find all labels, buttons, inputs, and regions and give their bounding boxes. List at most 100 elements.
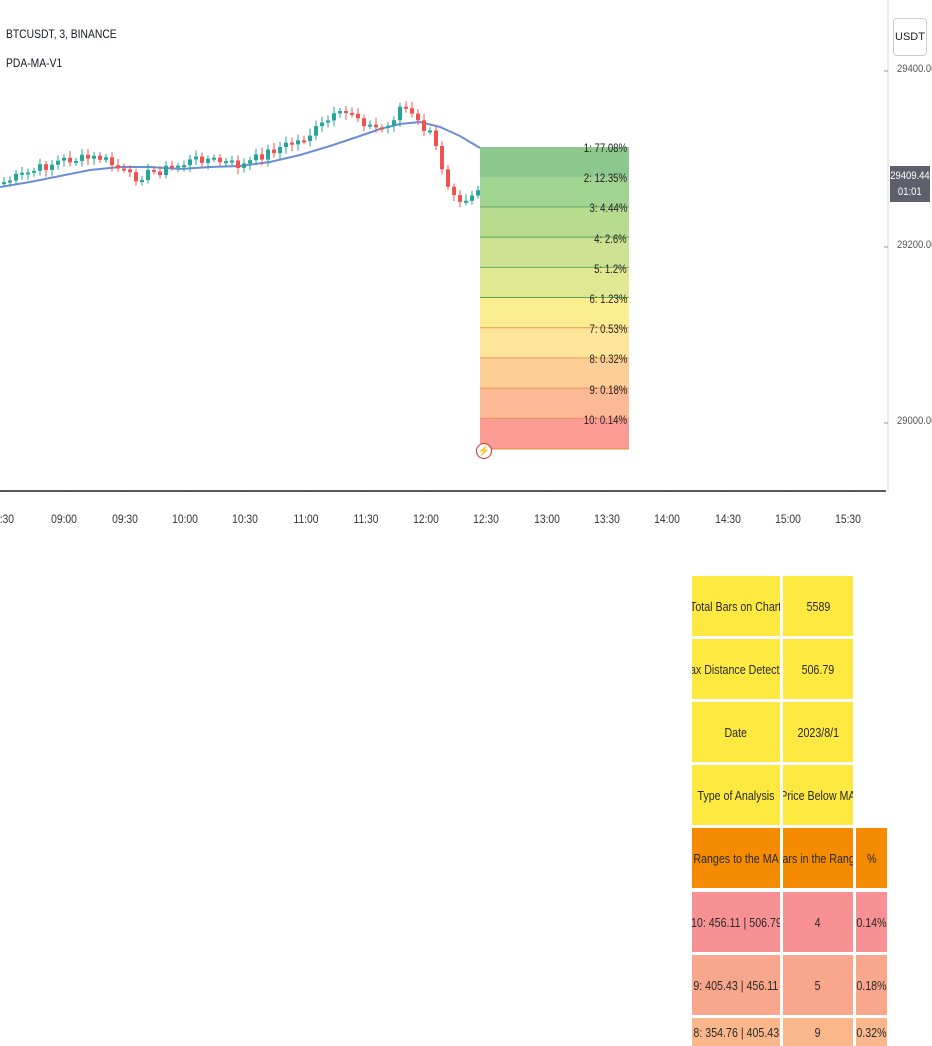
currency-label: USDT <box>895 31 925 43</box>
candle-body <box>476 190 480 196</box>
moving-average-line <box>0 120 481 188</box>
candle-body <box>236 160 240 168</box>
band-label: 9: 0.18% <box>589 382 627 397</box>
candle-body <box>284 142 288 148</box>
distribution-band <box>480 328 629 359</box>
candle-body <box>14 173 18 181</box>
candle-body <box>200 156 204 163</box>
x-axis-label: 11:00 <box>292 512 319 526</box>
info-value-cell: Price Below MA <box>783 765 853 825</box>
x-axis-label: 13:00 <box>533 512 560 526</box>
candle-body <box>122 168 126 171</box>
band-label: 10: 0.14% <box>583 412 627 427</box>
band-label: 7: 0.53% <box>589 322 627 337</box>
candle-body <box>134 172 138 182</box>
info-label-cell-text: Date <box>724 724 748 740</box>
x-axis-label: 8:30 <box>0 512 15 526</box>
band-label: 4: 2.6% <box>594 231 627 246</box>
range-header-cell-text: Ranges to the MA <box>693 850 779 866</box>
info-label-cell-text: Total Bars on Chart <box>692 598 780 614</box>
x-axis-label: 15:30 <box>835 512 862 526</box>
range-pct-cell-text: 0.14% <box>856 914 887 930</box>
range-bars-cell-text: 4 <box>815 914 821 930</box>
info-label-cell-text: Type of Analysis <box>697 787 775 803</box>
distribution-band <box>480 237 629 268</box>
band-label: 5: 1.2% <box>594 261 627 276</box>
distribution-band <box>480 207 629 238</box>
symbol-title[interactable]: BTCUSDT, 3, BINANCE <box>6 27 117 41</box>
candle-body <box>464 200 468 203</box>
candle-body <box>32 170 36 173</box>
candle-body <box>440 145 444 170</box>
info-label-cell: Date <box>692 702 780 762</box>
currency-button[interactable]: USDT <box>893 18 927 56</box>
candle-body <box>296 140 300 145</box>
x-axis-label: 12:30 <box>473 512 500 526</box>
info-label-cell: Total Bars on Chart <box>692 576 780 636</box>
candle-body <box>410 108 414 114</box>
candle-body <box>326 120 330 123</box>
info-label-cell-text: Max Distance Detected <box>692 661 780 677</box>
time-axis-area[interactable] <box>0 492 932 550</box>
y-axis-label: 29400.00 <box>897 63 932 75</box>
candle-body <box>98 155 102 160</box>
candle-body <box>272 149 276 154</box>
distribution-band <box>480 418 629 449</box>
candle-body <box>86 154 90 159</box>
band-label: 6: 1.23% <box>589 292 627 306</box>
candle-body <box>242 163 246 168</box>
distribution-band <box>480 177 629 208</box>
candle-body <box>44 164 48 170</box>
range-header-cell: % <box>856 828 887 888</box>
candle-body <box>50 164 54 170</box>
candle-body <box>404 106 408 109</box>
candle-body <box>80 154 84 161</box>
candle-body <box>470 195 474 201</box>
candle-body <box>356 113 360 119</box>
info-value-cell: 2023/8/1 <box>783 702 853 762</box>
x-axis-label: 09:30 <box>111 512 138 526</box>
candle-body <box>320 122 324 127</box>
candle-body <box>140 180 144 183</box>
candle-body <box>20 172 24 175</box>
candle-body <box>248 160 252 164</box>
candle-body <box>8 180 12 183</box>
info-value-cell: 5589 <box>783 576 853 636</box>
range-header-cell-text: Bars in the Range <box>783 850 853 866</box>
x-axis-label: 15:00 <box>774 512 801 526</box>
candle-body <box>350 112 354 115</box>
candle-body <box>170 165 174 168</box>
candle-body <box>158 171 162 176</box>
candle-body <box>38 164 42 171</box>
x-axis-label: 11:30 <box>353 512 379 526</box>
candle-body <box>380 127 384 130</box>
range-bars-cell-text: 5 <box>815 977 821 993</box>
y-axis-label: 29200.00 <box>897 239 932 251</box>
lightning-icon[interactable]: ⚡ <box>476 443 492 459</box>
price-chart[interactable] <box>0 0 932 550</box>
x-axis-label: 10:30 <box>232 512 259 526</box>
info-label-cell: Max Distance Detected <box>692 639 780 699</box>
indicator-title[interactable]: PDA-MA-V1 <box>6 56 63 70</box>
range-bars-cell: 5 <box>783 955 853 1015</box>
range-cell: 10: 456.11 | 506.79 <box>692 892 780 952</box>
x-axis-label: 13:30 <box>594 512 620 526</box>
candle-body <box>212 157 216 160</box>
info-value-cell-text: 5589 <box>806 598 830 614</box>
distribution-band <box>480 388 629 419</box>
candle-body <box>188 159 192 166</box>
range-header-cell: Ranges to the MA <box>692 828 780 888</box>
candle-body <box>434 130 438 146</box>
range-pct-cell-text: 0.18% <box>856 977 887 993</box>
range-pct-cell-text: 0.32% <box>856 1024 887 1040</box>
candle-body <box>26 172 30 175</box>
candle-body <box>230 160 234 163</box>
range-header-cell: Bars in the Range <box>783 828 853 888</box>
candle-body <box>374 124 378 128</box>
range-pct-cell: 0.18% <box>856 955 887 1015</box>
candle-body <box>428 130 432 133</box>
candle-body <box>308 135 312 142</box>
range-cell-text: 9: 405.43 | 456.11 <box>693 977 779 993</box>
candle-body <box>314 126 318 136</box>
